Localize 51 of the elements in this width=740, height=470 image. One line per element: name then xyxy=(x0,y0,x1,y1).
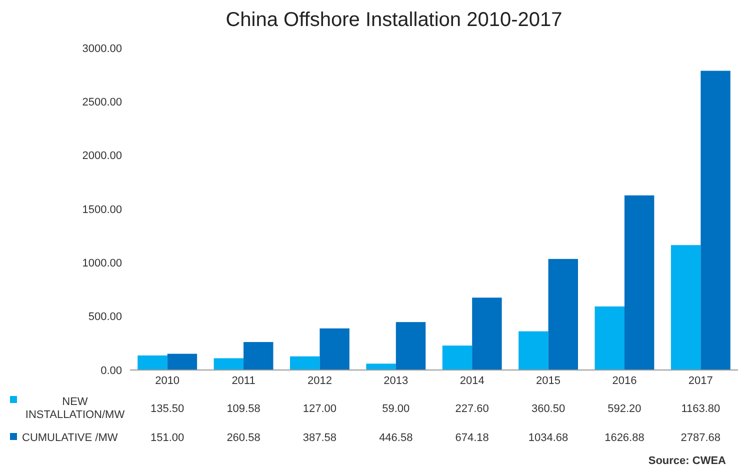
bar xyxy=(214,358,244,370)
text: NEW INSTALLATION/MW xyxy=(25,396,126,422)
x-tick-label: 2016 xyxy=(612,375,637,387)
source-note: Source: CWEA xyxy=(648,455,726,467)
x-tick-label: 2011 xyxy=(232,375,256,387)
data-label: 1163.80 xyxy=(681,402,720,415)
bar xyxy=(548,258,578,370)
data-label: 387.58 xyxy=(302,432,337,444)
bar xyxy=(594,306,624,370)
y-tick-label: 1000.00 xyxy=(82,258,122,270)
data-label: 260.58 xyxy=(226,432,260,444)
y-tick-label: 3000.00 xyxy=(82,42,122,55)
x-tick-label: 2010 xyxy=(155,375,180,387)
bar xyxy=(396,322,426,370)
data-label: 135.50 xyxy=(150,402,184,415)
data-label: 360.50 xyxy=(531,402,566,415)
x-tick-label: 2014 xyxy=(460,375,484,387)
chart-title: China Offshore Installation 2010-2017 xyxy=(226,9,562,31)
data-label: 1626.88 xyxy=(604,432,644,444)
x-tick-label: 2013 xyxy=(384,375,408,387)
legend-label: CUMULATIVE /MW xyxy=(22,432,118,444)
data-label: 59.00 xyxy=(382,402,410,415)
bar xyxy=(320,328,350,370)
data-label: 446.58 xyxy=(379,432,413,444)
bar xyxy=(670,245,701,370)
bar xyxy=(472,298,502,370)
x-tick-label: 2012 xyxy=(307,375,332,387)
data-label: 127.00 xyxy=(302,402,337,415)
y-tick-label: 1500.00 xyxy=(82,204,122,216)
y-tick-label: 2000.00 xyxy=(82,150,122,162)
x-tick-label: 2015 xyxy=(536,375,561,387)
bar xyxy=(700,70,730,370)
bar xyxy=(244,342,274,370)
bar xyxy=(290,356,320,370)
bar xyxy=(138,355,168,370)
bar xyxy=(442,346,472,370)
data-label: 674.18 xyxy=(455,432,489,444)
y-tick-label: 2500.00 xyxy=(82,96,122,109)
y-tick-label: 0.00 xyxy=(100,364,122,377)
data-label: 2787.68 xyxy=(680,432,721,444)
data-label: 592.20 xyxy=(608,402,642,415)
bar xyxy=(624,195,654,370)
y-tick-label: 500.00 xyxy=(88,311,122,324)
bar xyxy=(167,354,198,370)
bar xyxy=(366,364,396,370)
x-tick-label: 2017 xyxy=(688,375,713,387)
data-label: 109.58 xyxy=(226,402,260,415)
data-label: 151.00 xyxy=(150,432,184,444)
bar xyxy=(518,331,548,370)
data-label: 227.60 xyxy=(455,402,489,415)
data-label: 1034.68 xyxy=(528,432,568,444)
